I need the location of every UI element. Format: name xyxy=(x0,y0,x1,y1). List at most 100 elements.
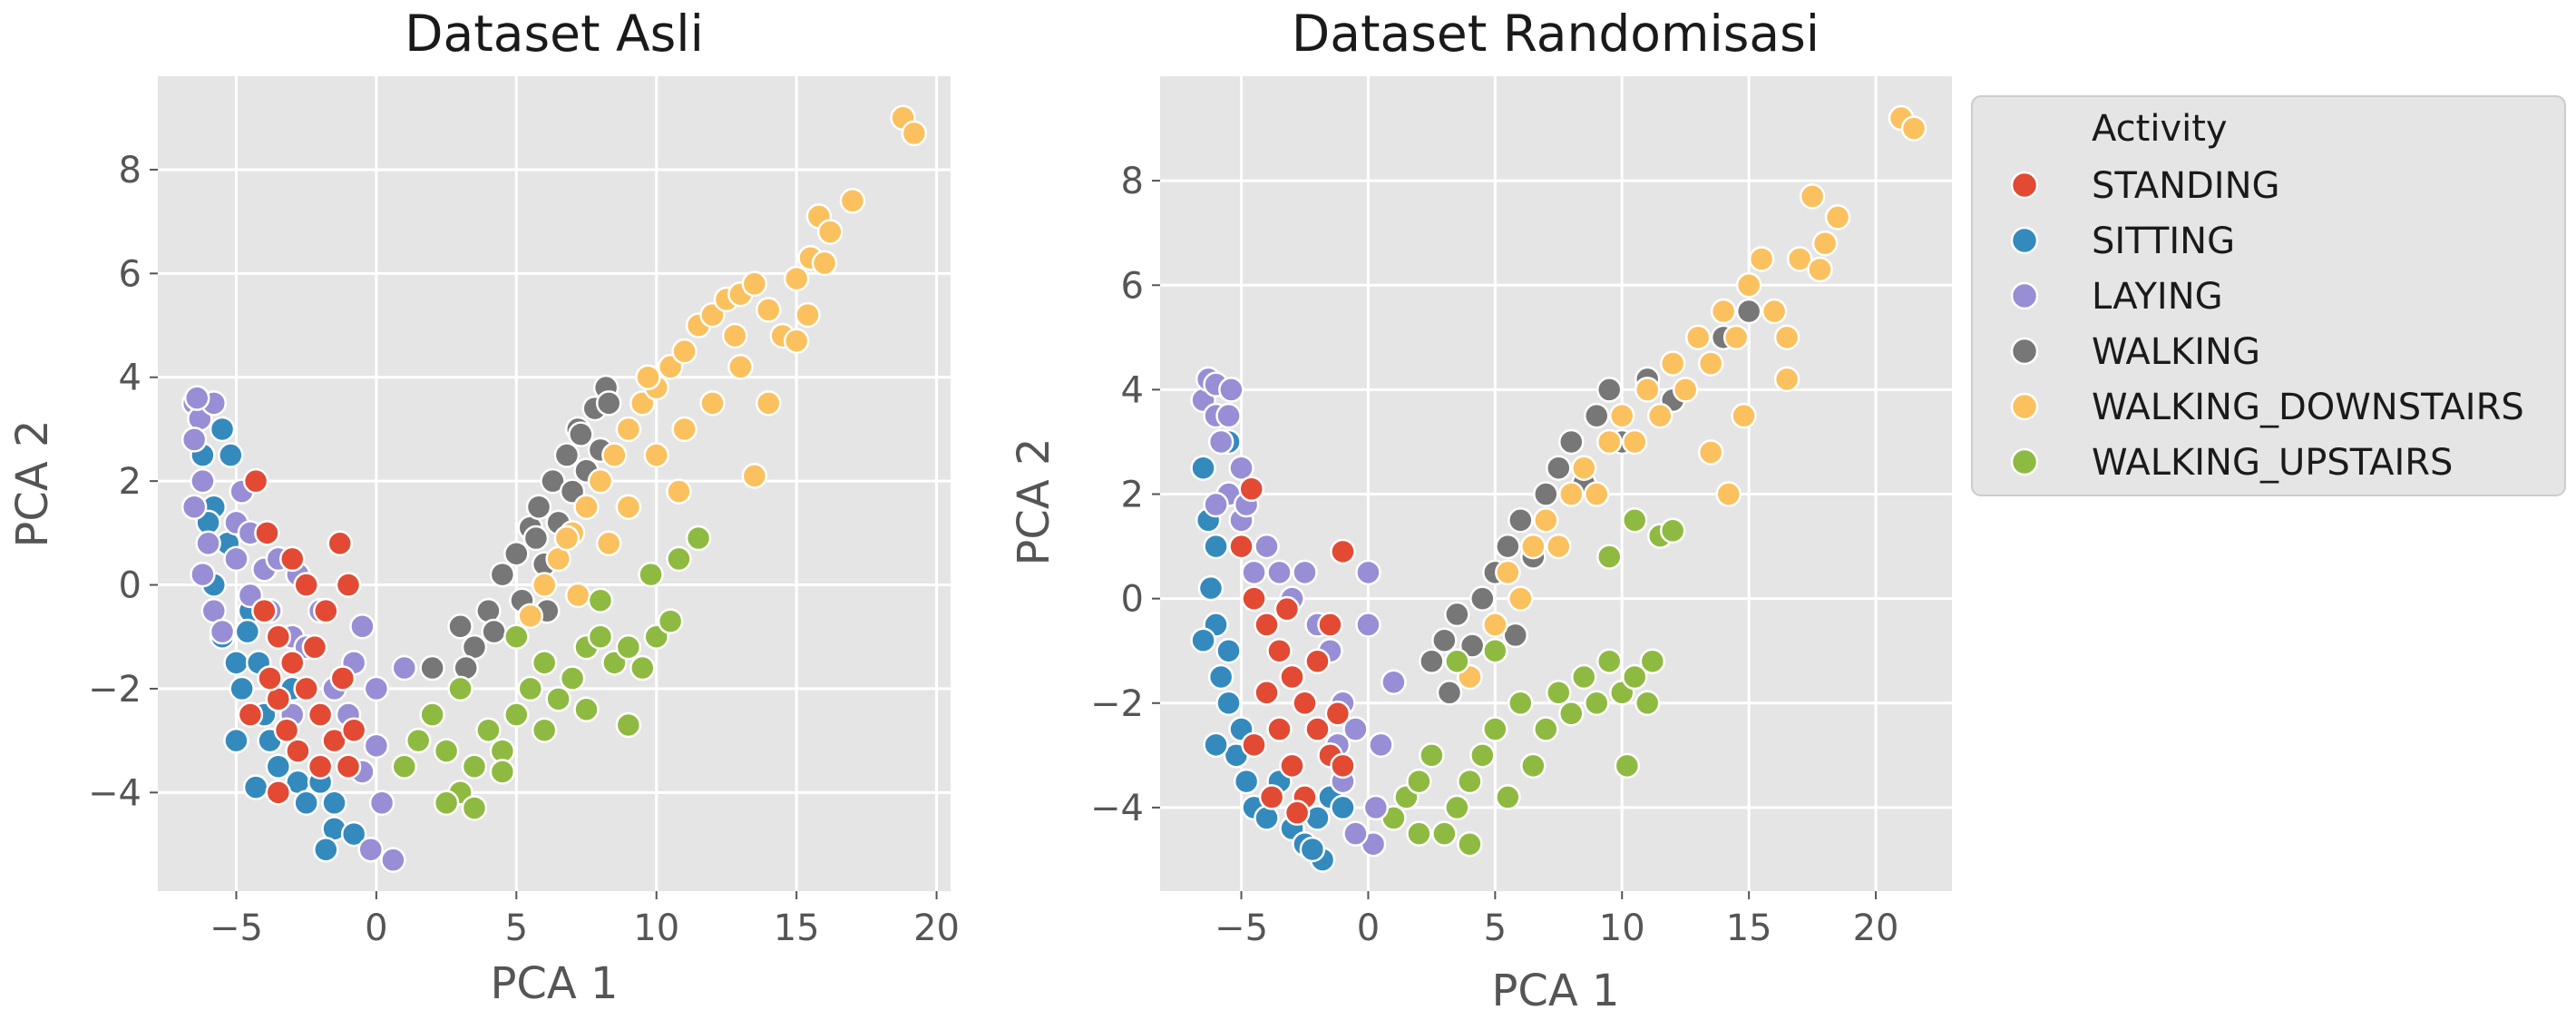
point-walking-upstairs xyxy=(1406,768,1432,795)
point-standing xyxy=(340,717,367,743)
point-walking-downstairs xyxy=(741,463,768,489)
point-standing xyxy=(313,597,339,624)
point-laying xyxy=(1381,669,1407,695)
point-walking-downstairs xyxy=(741,270,768,298)
x-tick-label: 10 xyxy=(1599,907,1645,949)
y-tick-label: 2 xyxy=(119,461,141,503)
point-walking-downstairs xyxy=(615,416,642,443)
y-tick-label: 4 xyxy=(1121,369,1144,411)
point-laying xyxy=(1342,716,1369,742)
y-tick-label: −2 xyxy=(88,669,141,711)
y-tick-label: −2 xyxy=(1090,683,1144,725)
x-tick-label: 5 xyxy=(1484,907,1507,949)
point-standing xyxy=(1266,637,1293,664)
point-walking-upstairs xyxy=(461,795,488,821)
point-standing xyxy=(1330,752,1356,780)
point-laying xyxy=(209,618,236,645)
x-tick-label: −5 xyxy=(1215,907,1268,949)
point-walking xyxy=(503,540,530,567)
point-walking-downstairs xyxy=(1495,559,1521,586)
legend-label: WALKING_UPSTAIRS xyxy=(2092,442,2453,484)
point-standing xyxy=(327,530,353,557)
point-laying xyxy=(1355,612,1381,638)
point-walking-downstairs xyxy=(517,603,543,630)
x-tick-label: 0 xyxy=(1357,907,1380,949)
point-standing xyxy=(285,738,311,764)
point-walking-upstairs xyxy=(1495,784,1521,810)
point-walking-downstairs xyxy=(615,494,642,520)
point-walking-downstairs xyxy=(635,364,661,390)
point-standing xyxy=(257,665,283,691)
point-standing xyxy=(1254,612,1280,638)
point-standing xyxy=(1330,538,1356,565)
point-walking xyxy=(1584,402,1610,429)
point-sitting xyxy=(223,650,249,676)
point-standing xyxy=(1283,799,1311,826)
point-sitting xyxy=(321,790,347,817)
point-laying xyxy=(1342,820,1369,847)
point-walking-upstairs xyxy=(559,665,586,691)
point-walking-downstairs xyxy=(1807,256,1833,283)
x-tick-label: 10 xyxy=(633,907,679,949)
point-walking-upstairs xyxy=(1558,701,1585,727)
point-walking-downstairs xyxy=(1672,377,1699,403)
point-standing xyxy=(1228,533,1254,560)
point-walking-upstairs xyxy=(531,717,558,743)
point-standing xyxy=(301,633,328,661)
point-walking-upstairs xyxy=(1457,768,1483,795)
point-walking-downstairs xyxy=(1773,366,1800,393)
point-walking-downstairs xyxy=(756,297,782,323)
point-laying xyxy=(1254,533,1280,560)
point-walking-downstairs xyxy=(811,250,838,277)
point-standing xyxy=(1317,612,1343,638)
x-tick-label: 20 xyxy=(1853,907,1899,949)
point-walking xyxy=(1533,481,1559,507)
point-walking-downstairs xyxy=(1546,533,1572,560)
chart-title: Dataset Asli xyxy=(405,5,704,63)
point-standing xyxy=(251,597,278,624)
point-walking-upstairs xyxy=(503,623,530,650)
x-tick-label: 15 xyxy=(1726,907,1772,949)
point-walking xyxy=(1431,627,1458,653)
point-walking-downstairs xyxy=(1646,402,1673,429)
point-sitting xyxy=(223,727,249,754)
point-laying xyxy=(1362,794,1390,821)
point-walking xyxy=(1495,533,1521,560)
y-tick-label: 2 xyxy=(1121,475,1144,516)
point-standing xyxy=(237,701,264,728)
point-walking-upstairs xyxy=(545,686,571,712)
point-walking-downstairs xyxy=(565,582,591,609)
point-walking xyxy=(489,561,516,588)
point-standing xyxy=(307,753,334,780)
chart-title: Dataset Randomisasi xyxy=(1292,5,1820,63)
legend-marker xyxy=(2010,281,2039,310)
point-standing xyxy=(1304,716,1331,742)
scatter-points xyxy=(1190,104,1927,873)
point-walking xyxy=(419,654,445,682)
point-walking-downstairs xyxy=(1684,324,1712,351)
point-laying xyxy=(1355,559,1381,586)
point-laying xyxy=(223,545,249,573)
point-walking xyxy=(522,525,550,552)
point-walking-downstairs xyxy=(671,416,698,443)
point-walking xyxy=(1444,601,1470,628)
point-walking-downstairs xyxy=(1596,428,1623,456)
point-walking-downstairs xyxy=(1900,115,1927,142)
legend-label: SITTING xyxy=(2092,221,2235,262)
point-walking-upstairs xyxy=(419,701,445,728)
point-standing xyxy=(273,717,300,743)
scatter-points xyxy=(181,104,928,873)
x-tick-label: 15 xyxy=(774,907,820,949)
point-walking-upstairs xyxy=(1444,648,1470,674)
point-walking-upstairs xyxy=(1419,742,1445,769)
point-walking-upstairs xyxy=(1508,690,1534,717)
point-standing xyxy=(1258,784,1285,810)
point-walking-upstairs xyxy=(629,654,656,682)
point-walking-downstairs xyxy=(553,525,581,552)
point-walking-upstairs xyxy=(517,675,543,702)
point-walking-downstairs xyxy=(1824,204,1851,230)
point-standing xyxy=(1292,690,1318,717)
point-walking-downstairs xyxy=(816,219,844,245)
point-standing xyxy=(335,572,362,598)
